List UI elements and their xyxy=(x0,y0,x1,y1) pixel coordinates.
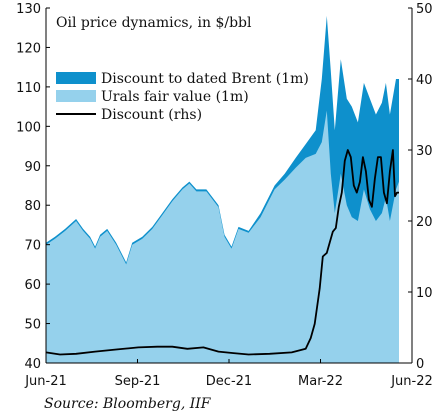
y-left-tick-label: 50 xyxy=(24,318,41,333)
y-left-tick-label: 70 xyxy=(24,239,41,254)
chart-title: Oil price dynamics, in $/bbl xyxy=(56,15,252,31)
y-left-tick-label: 60 xyxy=(24,278,41,293)
y-left-tick-label: 40 xyxy=(24,357,41,372)
legend-swatch-discount-area xyxy=(56,72,96,84)
y-left-tick-label: 80 xyxy=(24,199,41,214)
legend: Discount to dated Brent (1m) Urals fair v… xyxy=(56,71,309,123)
ticks-layer: 40 50 60 70 80 90 100 110 120 130 0 10 20 30 40 50 Jun-2… xyxy=(16,2,433,389)
y-left-tick-label: 90 xyxy=(24,160,41,175)
legend-label: Discount to dated Brent (1m) xyxy=(101,71,309,87)
y-right-tick-label: 10 xyxy=(416,286,433,301)
source-note: Source: Bloomberg, IIF xyxy=(44,396,211,412)
y-right-tick-label: 30 xyxy=(416,144,433,159)
y-left-tick-label: 110 xyxy=(16,81,41,96)
line-layer xyxy=(45,149,399,356)
y-right-tick-label: 50 xyxy=(416,2,433,17)
legend-label: Discount (rhs) xyxy=(101,107,202,123)
x-tick-label: Sep-21 xyxy=(115,374,161,389)
x-tick-label: Jun-22 xyxy=(390,374,433,389)
area-layer xyxy=(46,15,399,364)
y-left-tick-label: 100 xyxy=(16,120,41,135)
x-tick-label: Jun-21 xyxy=(24,374,67,389)
y-left-tick-label: 120 xyxy=(16,41,41,56)
legend-swatch-fair-value xyxy=(56,90,96,102)
series-fair-value-area xyxy=(46,110,399,363)
x-tick-label: Dec-21 xyxy=(206,374,252,389)
y-right-tick-label: 40 xyxy=(416,73,433,88)
x-tick-label: Mar-22 xyxy=(298,374,343,389)
y-right-tick-label: 20 xyxy=(416,215,433,230)
y-right-tick-label: 0 xyxy=(416,357,424,372)
series-discount-line xyxy=(45,149,399,356)
y-left-tick-label: 130 xyxy=(16,2,41,17)
legend-label: Urals fair value (1m) xyxy=(101,89,249,105)
